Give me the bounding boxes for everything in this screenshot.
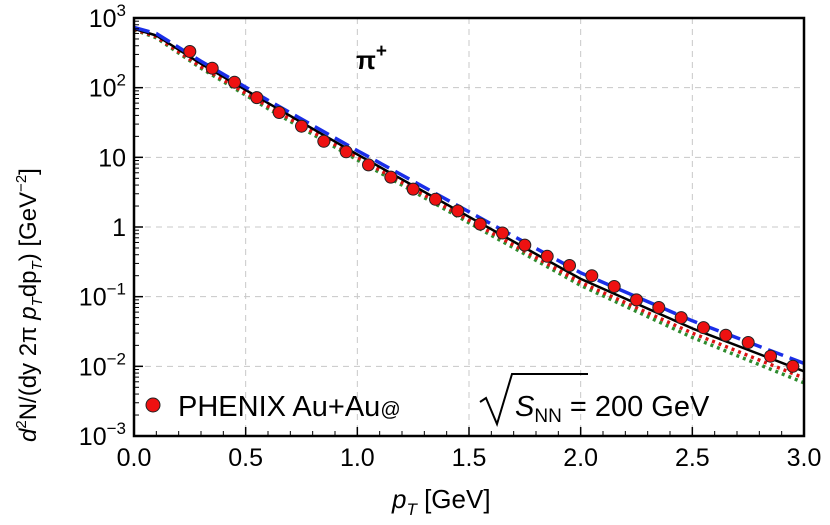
data-point bbox=[272, 106, 286, 119]
model-curve-dashed bbox=[134, 25, 804, 366]
y-label-end: ] bbox=[15, 168, 42, 175]
particle-annotation: π+ bbox=[356, 41, 387, 75]
legend-label-tail: SNN = 200 GeV bbox=[515, 391, 710, 427]
data-point bbox=[406, 182, 420, 196]
data-point bbox=[362, 158, 375, 172]
y-tick-label: 103 bbox=[89, 1, 126, 33]
x-axis-label: pT [GeV] bbox=[391, 484, 491, 519]
legend-label-prefix: PHENIX Au+Au bbox=[178, 391, 380, 423]
data-point bbox=[630, 293, 643, 307]
y-label-sup: 2 bbox=[13, 420, 30, 428]
data-point bbox=[585, 269, 599, 283]
x-tick-label: 0.5 bbox=[228, 444, 263, 472]
y-label-d: d bbox=[15, 428, 42, 442]
x-tick-label: 3.0 bbox=[787, 444, 822, 472]
data-point bbox=[786, 359, 800, 373]
data-point bbox=[764, 349, 777, 363]
y-label-sub2: T bbox=[29, 259, 46, 270]
data-point bbox=[451, 204, 465, 218]
data-point bbox=[384, 170, 398, 184]
legend-label-suffix: = 200 GeV bbox=[562, 391, 710, 423]
legend-label-at: @ bbox=[380, 399, 400, 421]
y-label-n: N/(dy 2π bbox=[15, 320, 42, 421]
data-point bbox=[339, 145, 353, 159]
legend-label-sub: NN bbox=[534, 406, 561, 427]
data-point bbox=[473, 217, 487, 231]
y-label-unit: ) [GeV bbox=[15, 192, 42, 261]
y-axis-label: d2N/(dy 2π pTdpT) [GeV−2] bbox=[13, 168, 46, 442]
legend: PHENIX Au+Au@ SNN = 200 GeV bbox=[145, 373, 710, 427]
model-curve-dotted bbox=[134, 28, 804, 385]
y-tick-label: 10 bbox=[98, 144, 126, 172]
x-tick-label: 0.0 bbox=[117, 444, 152, 472]
y-label-unit-exp: −2 bbox=[13, 175, 30, 192]
x-tick-label: 1.0 bbox=[340, 444, 375, 472]
data-point bbox=[719, 328, 733, 342]
data-point bbox=[741, 336, 755, 349]
x-tick-label: 2.0 bbox=[563, 444, 598, 472]
model-curve-dotted bbox=[134, 27, 804, 380]
y-tick-label: 10−1 bbox=[79, 280, 126, 312]
x-axis-label-unit: [GeV] bbox=[417, 484, 491, 514]
x-tick-label: 1.5 bbox=[452, 444, 487, 472]
data-point bbox=[205, 61, 219, 75]
y-label-p: p bbox=[15, 306, 42, 320]
y-tick-label: 102 bbox=[89, 71, 126, 103]
data-point bbox=[496, 226, 509, 240]
data-point bbox=[697, 321, 710, 335]
legend-marker bbox=[145, 397, 161, 413]
data-point bbox=[250, 91, 264, 105]
data-point bbox=[563, 259, 576, 272]
particle-charge: + bbox=[376, 41, 387, 62]
data-point bbox=[518, 238, 532, 252]
y-label-dp: dp bbox=[15, 270, 42, 297]
y-label-sub1: T bbox=[29, 295, 46, 306]
sqrt-radical bbox=[479, 373, 588, 427]
data-point bbox=[674, 311, 688, 325]
data-point bbox=[652, 301, 666, 314]
x-axis-label-sub: T bbox=[406, 500, 418, 519]
particle-symbol: π bbox=[356, 45, 376, 75]
data-point bbox=[295, 119, 308, 133]
y-tick-label: 10−2 bbox=[79, 349, 126, 381]
data-point bbox=[540, 249, 554, 263]
x-axis-label-main: p bbox=[391, 484, 406, 514]
data-point bbox=[429, 192, 442, 206]
data-points bbox=[183, 45, 800, 373]
data-point bbox=[228, 75, 241, 89]
legend-label: PHENIX Au+Au@ bbox=[178, 391, 401, 423]
x-tick-label: 2.5 bbox=[675, 444, 710, 472]
y-tick-label: 10−3 bbox=[79, 419, 126, 451]
legend-label-s: S bbox=[515, 391, 535, 423]
data-point bbox=[607, 280, 621, 293]
ticks: 0.0 0.5 1.0 1.5 2.0 2.5 3.0 10−3 10−2 10−1 1 10 102 1… bbox=[79, 1, 822, 472]
data-point bbox=[183, 45, 197, 58]
data-point bbox=[317, 134, 331, 148]
y-tick-label: 1 bbox=[112, 214, 126, 242]
